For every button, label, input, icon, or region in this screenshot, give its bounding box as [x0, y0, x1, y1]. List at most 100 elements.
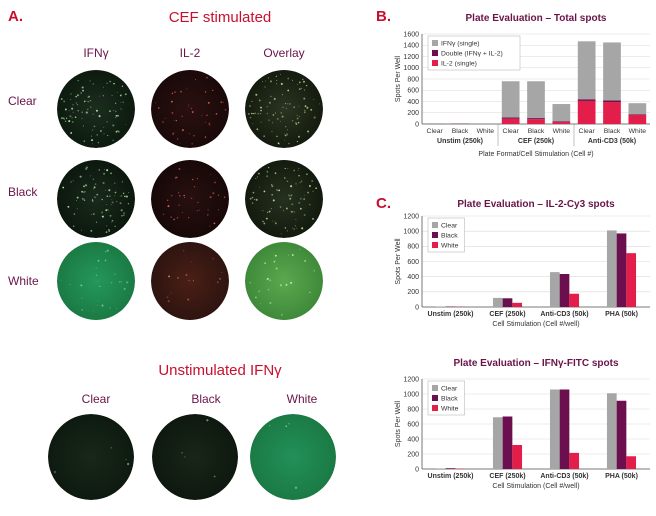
bar-segment — [577, 99, 596, 101]
y-tick-label: 800 — [407, 76, 419, 83]
bar-segment — [501, 117, 520, 119]
row-label-clear: Clear — [8, 94, 37, 108]
legend-swatch — [432, 60, 438, 66]
bar-segment — [552, 121, 571, 123]
bar — [626, 456, 637, 469]
legend-label: Black — [441, 396, 458, 403]
bar — [502, 298, 513, 307]
y-tick-label: 800 — [407, 244, 419, 251]
bar-segment — [527, 119, 545, 124]
x-tick-label: Clear — [579, 128, 596, 135]
bar-segment — [501, 118, 520, 124]
legend-label: White — [441, 243, 459, 250]
unstim-label-clear: Clear — [81, 392, 111, 406]
bar — [559, 389, 570, 469]
ifng-spots-chart: Plate Evaluation – IFNγ-FITC spots 0 200 40… — [395, 358, 650, 490]
bar — [559, 274, 570, 307]
y-axis-label: Spots Per Well — [395, 55, 402, 102]
bar-segment — [527, 81, 545, 119]
bar — [435, 468, 446, 469]
y-tick-label: 0 — [415, 466, 419, 473]
y-tick-label: 0 — [415, 121, 419, 128]
legend-swatch — [432, 40, 438, 46]
bar-segment — [577, 100, 596, 124]
well-white-overlay — [245, 242, 323, 320]
y-tick-label: 600 — [407, 421, 419, 428]
legend-swatch — [432, 50, 438, 56]
well-clear-il2 — [151, 70, 229, 148]
bar-segment — [501, 81, 520, 118]
y-tick-label: 400 — [407, 274, 419, 281]
x-tick-label: CEF (250k) — [489, 311, 525, 318]
well-unstim-clear — [48, 414, 134, 500]
y-tick-label: 800 — [407, 406, 419, 413]
x-tick-label: White — [553, 128, 571, 135]
x-tick-label: Clear — [427, 128, 444, 135]
chart-title: Plate Evaluation – IL-2-Cy3 spots — [457, 199, 615, 210]
legend-swatch — [432, 222, 438, 228]
y-tick-label: 0 — [415, 304, 419, 311]
well-white-il2 — [151, 242, 229, 320]
x-tick-label: Anti-CD3 (50k) — [540, 473, 588, 480]
total-spots-chart: Plate Evaluation – Total spots 0 200 400 600… — [395, 13, 650, 158]
bar — [626, 253, 637, 307]
legend-swatch — [432, 232, 438, 238]
bar-segment — [552, 122, 571, 124]
x-tick-label: Anti-CD3 (50k) — [540, 311, 588, 318]
y-tick-label: 1200 — [403, 213, 419, 220]
il2-spots-chart: Plate Evaluation – IL-2-Cy3 spots 0 200 400… — [395, 199, 650, 328]
bar-segment — [628, 115, 647, 124]
bar-segment — [451, 123, 469, 124]
bar — [606, 230, 617, 307]
x-tick-label: PHA (50k) — [605, 311, 638, 318]
bar — [549, 272, 560, 307]
unstimulated-ifng-title: Unstimulated IFNγ — [158, 362, 282, 379]
legend-label: IL-2 (single) — [441, 61, 477, 68]
y-tick-label: 400 — [407, 99, 419, 106]
col-label-overlay: Overlay — [263, 46, 305, 60]
well-clear-overlay — [245, 70, 323, 148]
x-tick-label: White — [629, 128, 647, 135]
well-black-ifng — [57, 160, 135, 238]
x-tick-label: Black — [528, 128, 545, 135]
row-label-white: White — [8, 274, 39, 288]
y-tick-label: 200 — [407, 451, 419, 458]
bar — [616, 400, 627, 469]
y-tick-label: 1000 — [403, 229, 419, 236]
y-tick-label: 1000 — [403, 65, 419, 72]
well-black-il2 — [151, 160, 229, 238]
legend-label: Clear — [441, 386, 458, 393]
bar-segment — [603, 100, 621, 103]
panel-a-letter: A. — [8, 8, 23, 25]
x-tick-label: Black — [452, 128, 469, 135]
y-axis-label: Spots Per Well — [395, 400, 402, 447]
x-axis-label: Cell Stimulation (Cell #/well) — [492, 483, 579, 490]
cef-stimulated-title: CEF stimulated — [168, 9, 272, 26]
x-axis-label: Cell Stimulation (Cell #/well) — [492, 321, 579, 328]
y-tick-label: 600 — [407, 259, 419, 266]
x-tick-label: CEF (250k) — [489, 473, 525, 480]
bar-segment — [603, 102, 621, 124]
bar — [569, 293, 580, 307]
well-clear-ifng — [57, 70, 135, 148]
bar-segment — [603, 42, 621, 101]
y-tick-label: 200 — [407, 289, 419, 296]
legend-label: White — [441, 406, 459, 413]
bar — [616, 233, 627, 307]
panel-b-letter: B. — [376, 8, 391, 25]
well-unstim-black — [152, 414, 238, 500]
bar — [549, 389, 560, 469]
well-white-ifng — [57, 242, 135, 320]
col-label-il2: IL-2 — [179, 46, 201, 60]
col-label-ifng: IFNγ — [83, 46, 109, 60]
legend-swatch — [432, 385, 438, 391]
y-axis-label: Spots Per Well — [395, 238, 402, 285]
legend-label: Black — [441, 233, 458, 240]
legend-swatch — [432, 405, 438, 411]
unstim-label-black: Black — [191, 392, 221, 406]
well-unstim-white — [250, 414, 336, 500]
legend-label: Clear — [441, 223, 458, 230]
chart-title: Plate Evaluation – Total spots — [466, 13, 607, 24]
panel-c-letter: C. — [376, 195, 391, 212]
legend-box — [427, 35, 521, 71]
